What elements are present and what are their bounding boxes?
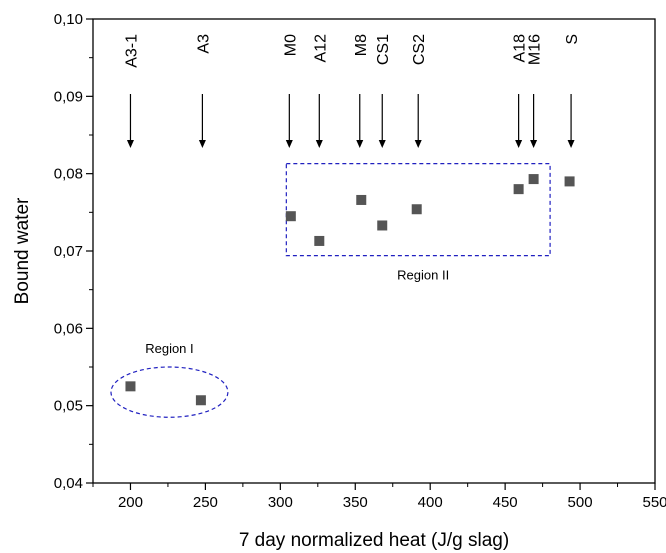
axis-ticks: 200 250 300 350 400 450 500 550 0,04 0,05 0,06 0,07… xyxy=(54,11,666,511)
sample-arrow-head xyxy=(567,140,575,148)
region-outline xyxy=(110,366,229,418)
sample-label: M16 xyxy=(527,34,544,65)
x-tick-label: 350 xyxy=(343,494,368,511)
x-tick-label: 250 xyxy=(193,494,218,511)
data-point xyxy=(125,381,136,392)
data-point xyxy=(285,211,296,222)
data-point xyxy=(528,174,539,185)
sample-label: CS1 xyxy=(375,34,392,65)
data-point xyxy=(314,235,325,246)
region-outline xyxy=(285,163,551,257)
sample-label: A12 xyxy=(312,34,329,63)
x-tick-label: 450 xyxy=(493,494,518,511)
sample-arrow-head xyxy=(285,140,293,148)
data-point xyxy=(411,204,422,215)
data-point xyxy=(356,194,367,205)
regions: Region I Region II xyxy=(110,163,551,418)
x-tick-label: 550 xyxy=(642,494,666,511)
x-tick-label: 500 xyxy=(568,494,593,511)
y-tick-label: 0,05 xyxy=(54,398,83,415)
sample-label: M8 xyxy=(353,34,370,56)
sample-arrow-head xyxy=(414,140,422,148)
y-tick-label: 0,10 xyxy=(54,11,83,28)
x-tick-label: 200 xyxy=(118,494,143,511)
sample-arrow-head xyxy=(378,140,386,148)
x-tick-label: 300 xyxy=(268,494,293,511)
data-point xyxy=(195,395,206,406)
sample-label: M0 xyxy=(282,34,299,56)
sample-label: A3 xyxy=(195,34,212,54)
data-point xyxy=(377,220,388,231)
data-point xyxy=(513,184,524,195)
y-tick-label: 0,04 xyxy=(54,475,83,492)
sample-label: CS2 xyxy=(411,34,428,65)
sample-arrow-head xyxy=(530,140,538,148)
y-tick-label: 0,09 xyxy=(54,88,83,105)
sample-arrow-head xyxy=(356,140,364,148)
sample-label: S xyxy=(564,34,581,45)
plot-area-frame xyxy=(92,18,656,484)
data-points xyxy=(125,174,575,406)
sample-label: A18 xyxy=(512,34,529,63)
y-tick-label: 0,06 xyxy=(54,320,83,337)
data-point xyxy=(564,176,575,187)
sample-label: A3-1 xyxy=(123,34,140,68)
region-label: Region I xyxy=(145,341,193,356)
y-tick-label: 0,07 xyxy=(54,243,83,260)
region-label: Region II xyxy=(397,268,449,283)
sample-arrow-head xyxy=(126,140,134,148)
y-tick-label: 0,08 xyxy=(54,166,83,183)
sample-arrow-head xyxy=(515,140,523,148)
sample-arrow-head xyxy=(198,140,206,148)
sample-arrow-head xyxy=(315,140,323,148)
x-axis-label: 7 day normalized heat (J/g slag) xyxy=(239,530,509,551)
y-axis-label: Bound water xyxy=(12,197,33,304)
x-tick-label: 400 xyxy=(418,494,443,511)
